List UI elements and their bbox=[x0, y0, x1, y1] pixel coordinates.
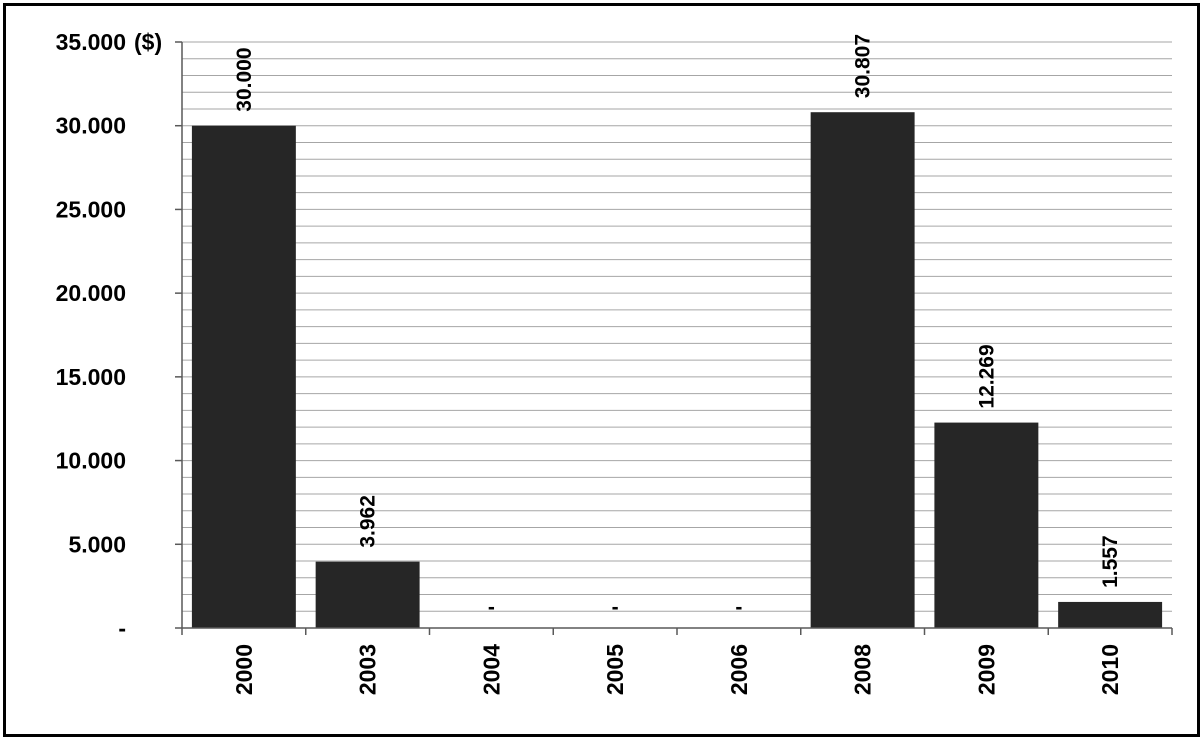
bar-2003 bbox=[315, 561, 420, 628]
x-tick-label-2009: 2009 bbox=[973, 644, 999, 695]
y-tick-label: 10.000 bbox=[56, 448, 126, 474]
bar-2010 bbox=[1058, 601, 1163, 628]
y-tick-label: 30.000 bbox=[56, 113, 126, 139]
x-tick-label-2003: 2003 bbox=[355, 644, 381, 695]
bar-2000 bbox=[191, 125, 296, 628]
y-tick-label: 25.000 bbox=[56, 196, 126, 222]
bar-2009 bbox=[934, 422, 1039, 628]
data-label-2009: 12.269 bbox=[975, 344, 998, 408]
y-tick-label: 35.000 bbox=[56, 29, 126, 55]
x-tick-label-2010: 2010 bbox=[1097, 644, 1123, 695]
y-tick-label: 5.000 bbox=[68, 531, 126, 557]
data-label-2000: 30.000 bbox=[233, 47, 256, 111]
x-tick-label-2006: 2006 bbox=[726, 644, 752, 695]
data-label-2005: - bbox=[612, 596, 619, 619]
data-label-2006: - bbox=[735, 596, 742, 619]
labels: - 5.000 10.000 15.000 20.000 25.000 30.000 35.0… bbox=[56, 29, 1123, 695]
bars bbox=[191, 112, 1163, 628]
data-label-2003: 3.962 bbox=[357, 495, 380, 548]
y-axis-unit-label: ($) bbox=[134, 29, 162, 55]
chart-frame: - 5.000 10.000 15.000 20.000 25.000 30.000 35.0… bbox=[3, 3, 1200, 737]
data-label-2004: - bbox=[488, 596, 495, 619]
gridlines bbox=[182, 41, 1172, 612]
bar-chart: - 5.000 10.000 15.000 20.000 25.000 30.000 35.0… bbox=[56, 29, 1173, 695]
data-label-2010: 1.557 bbox=[1099, 535, 1122, 588]
bar-2008 bbox=[810, 112, 915, 628]
data-label-2008: 30.807 bbox=[852, 34, 875, 98]
axes bbox=[175, 41, 1173, 635]
x-tick-label-2004: 2004 bbox=[478, 644, 504, 695]
y-tick-label: 15.000 bbox=[56, 364, 126, 390]
x-tick-label-2000: 2000 bbox=[231, 644, 257, 695]
y-tick-label: - bbox=[118, 615, 126, 641]
y-tick-label: 20.000 bbox=[56, 280, 126, 306]
x-tick-label-2005: 2005 bbox=[602, 644, 628, 695]
x-tick-label-2008: 2008 bbox=[850, 644, 876, 695]
